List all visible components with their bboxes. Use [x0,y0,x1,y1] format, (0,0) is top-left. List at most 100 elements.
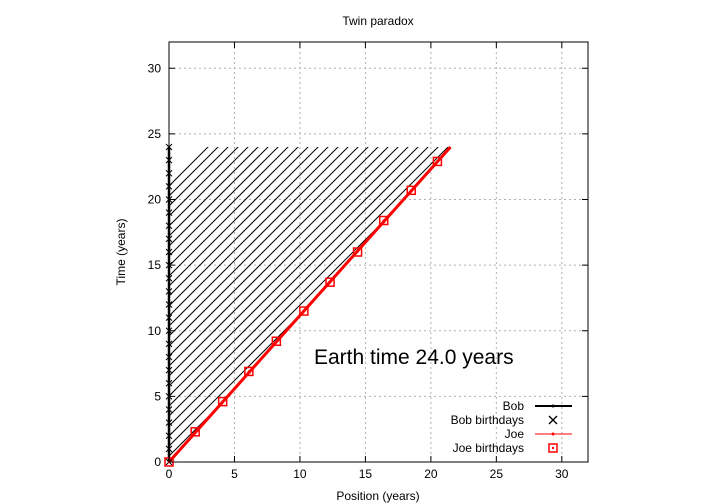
hatch-line [332,147,451,462]
hatch-line [169,147,319,462]
marker-dot [356,250,359,254]
hatch-line [533,107,720,502]
hatch-line [342,147,451,462]
marker-dot [382,219,385,222]
x-tick-label: 15 [359,467,373,481]
hatch-line [169,147,349,462]
legend-square-marker [548,443,558,453]
y-tick-label: 20 [148,193,162,207]
y-axis-label: Time (years) [114,219,128,286]
earth-time-annotation: Earth time 24.0 years [314,346,514,369]
marker-square [244,366,254,377]
hatch-line [169,147,451,462]
hatch-line [169,147,369,462]
marker-dot [302,309,306,313]
x-tick-label: 30 [555,467,569,481]
marker-square [299,306,309,316]
y-tick-label: 25 [148,127,162,141]
hatch-line [169,147,451,462]
hatch-line [169,147,279,462]
joe-birthday-marker [378,215,389,226]
hatch-line [169,147,359,462]
hatch-line [553,107,720,502]
hatch-line [663,107,720,502]
hatch-line [169,147,409,462]
hatch-line [169,147,249,462]
hatch-line [613,107,720,502]
y-tick-label: 10 [148,324,162,338]
marker-dot [193,430,197,434]
joe-birthday-marker [432,156,443,167]
joe-birthday-marker [190,427,200,437]
marker-dot [328,280,332,284]
hatch-line [362,147,451,462]
hatch-line [573,107,720,502]
hatch-line [169,147,451,462]
chart-title: Twin paradox [342,14,413,28]
x-tick-label: 20 [424,467,438,481]
hatch-line [169,147,259,462]
marker-square [325,277,335,287]
hatch-line [623,107,720,502]
marker-dot [436,160,439,163]
hatch-line [169,147,379,462]
axis-ticks: 0 5 10 15 20 25 30 0 5 10 15 20 25 30 [148,42,588,481]
marker-dot [275,340,278,343]
hatch-line [169,147,439,462]
hatch-line [673,107,720,502]
marker-dot [410,189,413,192]
y-tick-label: 30 [148,61,162,75]
hatch-line [583,107,720,502]
hatch-line [212,147,451,462]
x-tick-label: 0 [166,467,173,481]
hatch-line [513,107,720,502]
marker-square [406,185,416,196]
marker-square [378,215,389,226]
hatch-line [169,147,399,462]
hatch-line [169,147,451,462]
hatch-line [493,107,720,502]
hatch-line [169,147,419,462]
legend-dot [551,404,555,408]
legend-label: Joe birthdays [453,441,524,455]
legend-x-marker [548,415,558,425]
hatch-line [653,107,720,502]
hatched-region [169,107,720,502]
hatch-line [563,107,720,502]
joe-birthday-marker [299,306,309,316]
hatch-line [372,147,451,462]
hatch-line [242,147,451,462]
hatch-line [523,107,720,502]
joe-birthday-marker [352,247,363,257]
hatch-line [503,107,720,502]
hatch-line [643,107,720,502]
hatch-line [392,147,451,462]
hatch-line [593,107,720,502]
hatch-line [192,147,451,462]
joe-birthday-marker [325,277,335,287]
hatch-line [633,107,720,502]
hatch-line [252,147,451,462]
joe-birthday-marker [244,366,254,377]
hatch-line [169,147,309,462]
marker-square [352,247,363,257]
joe-birthday-marker [217,396,228,407]
legend-dot [551,432,555,436]
legend-label: Joe [505,427,525,441]
legend-dot [551,446,555,450]
hatch-line [169,147,339,462]
hatch-line [543,107,720,502]
marker-square [432,156,443,167]
hatch-line [683,107,720,502]
hatch-lines [169,107,720,502]
hatch-line [222,147,451,462]
hatch-line [169,147,289,462]
series-line-joe [167,146,452,463]
x-tick-label: 5 [231,467,238,481]
hatch-line [169,147,451,462]
hatch-line [713,107,720,502]
hatch-line [693,107,720,502]
legend-label: Bob [503,399,525,413]
x-tick-label: 25 [490,467,504,481]
